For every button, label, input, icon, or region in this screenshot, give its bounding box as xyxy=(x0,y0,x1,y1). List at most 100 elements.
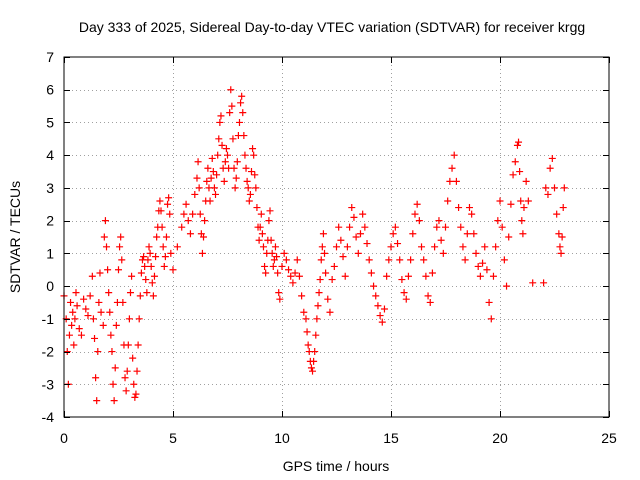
data-point xyxy=(157,207,165,215)
data-point xyxy=(517,197,525,205)
data-point xyxy=(555,230,563,238)
data-point xyxy=(461,256,469,264)
data-point xyxy=(268,249,276,257)
y-tick-label: -4 xyxy=(42,409,55,425)
data-point xyxy=(343,243,351,251)
data-point xyxy=(315,289,323,297)
data-point xyxy=(295,272,303,280)
x-tick-label: 20 xyxy=(492,430,508,446)
data-point xyxy=(518,217,526,225)
data-point xyxy=(515,138,523,146)
data-point xyxy=(182,200,190,208)
data-point xyxy=(109,380,117,388)
data-point xyxy=(428,269,436,277)
data-point xyxy=(122,387,130,395)
data-point xyxy=(189,210,197,218)
data-point xyxy=(213,171,221,179)
data-point xyxy=(143,289,151,297)
data-point xyxy=(370,282,378,290)
data-point xyxy=(391,223,399,231)
data-point xyxy=(312,331,320,339)
data-point xyxy=(479,259,487,267)
data-point xyxy=(206,197,214,205)
data-point xyxy=(352,233,360,241)
data-point xyxy=(77,331,85,339)
data-point xyxy=(385,256,393,264)
data-point xyxy=(69,308,77,316)
data-point xyxy=(232,174,240,182)
data-point xyxy=(426,298,434,306)
data-point xyxy=(365,256,373,264)
data-point xyxy=(125,315,133,323)
data-point xyxy=(140,253,148,261)
data-point xyxy=(558,233,566,241)
data-point xyxy=(210,184,218,192)
data-point xyxy=(257,210,265,218)
data-point xyxy=(137,269,145,277)
data-point xyxy=(407,256,415,264)
data-point xyxy=(483,266,491,274)
data-point xyxy=(511,158,519,166)
data-point xyxy=(431,243,439,251)
data-point xyxy=(216,118,224,126)
data-point xyxy=(126,289,134,297)
data-point xyxy=(317,256,325,264)
y-tick-label: 5 xyxy=(46,114,54,130)
data-point xyxy=(217,112,225,120)
data-point xyxy=(166,210,174,218)
data-point xyxy=(84,312,92,320)
data-point xyxy=(220,177,228,185)
data-point xyxy=(119,298,127,306)
data-point xyxy=(319,230,327,238)
y-tick-label: -1 xyxy=(42,311,55,327)
data-point xyxy=(463,230,471,238)
data-point xyxy=(191,190,199,198)
data-point xyxy=(418,243,426,251)
data-point xyxy=(226,109,234,117)
data-point xyxy=(439,249,447,257)
data-point xyxy=(324,295,332,303)
data-point xyxy=(389,230,397,238)
data-point xyxy=(520,204,528,212)
data-point xyxy=(262,269,270,277)
data-point xyxy=(271,243,279,251)
data-point xyxy=(309,367,317,375)
data-point xyxy=(258,230,266,238)
data-point xyxy=(246,190,254,198)
data-point xyxy=(559,204,567,212)
data-point xyxy=(158,223,166,231)
data-point xyxy=(285,266,293,274)
data-point xyxy=(162,233,170,241)
data-point xyxy=(516,168,524,176)
data-point xyxy=(106,308,114,316)
data-point xyxy=(472,249,480,257)
data-point xyxy=(282,256,290,264)
data-point xyxy=(507,200,515,208)
data-point xyxy=(278,262,286,270)
data-point xyxy=(215,135,223,143)
data-point xyxy=(424,292,432,300)
data-point xyxy=(394,240,402,248)
data-point xyxy=(144,256,152,264)
data-point xyxy=(124,341,132,349)
data-point xyxy=(117,233,125,241)
data-point xyxy=(519,230,527,238)
data-point xyxy=(118,256,126,264)
data-point xyxy=(273,253,281,261)
y-tick-label: 1 xyxy=(46,245,54,261)
data-point xyxy=(398,276,406,284)
data-point xyxy=(136,292,144,300)
data-point xyxy=(214,151,222,159)
data-point xyxy=(259,243,267,251)
data-point xyxy=(193,174,201,182)
data-point xyxy=(131,393,139,401)
data-point xyxy=(542,184,550,192)
data-point xyxy=(141,262,149,270)
data-point xyxy=(314,302,322,310)
data-point xyxy=(71,315,79,323)
data-point xyxy=(503,282,511,290)
data-point xyxy=(492,243,500,251)
data-point xyxy=(72,289,80,297)
data-point xyxy=(341,272,349,280)
data-point xyxy=(291,269,299,277)
